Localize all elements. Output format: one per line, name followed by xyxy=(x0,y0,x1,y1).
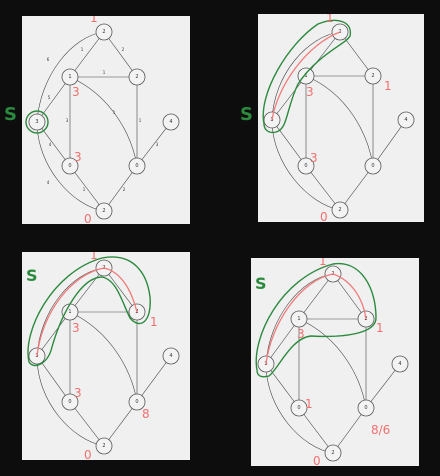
start-highlight xyxy=(25,110,49,134)
graph-nodes: 2 1 2 4 3 0 0 2 xyxy=(28,23,180,220)
svg-text:1: 1 xyxy=(384,79,392,93)
svg-text:4: 4 xyxy=(398,361,401,367)
svg-text:2: 2 xyxy=(102,208,105,214)
svg-text:2: 2 xyxy=(123,187,126,192)
svg-text:1: 1 xyxy=(326,14,334,25)
svg-text:2: 2 xyxy=(122,47,125,52)
svg-text:2: 2 xyxy=(371,73,374,79)
svg-text:4: 4 xyxy=(169,119,172,125)
svg-text:3: 3 xyxy=(297,327,305,341)
svg-text:4: 4 xyxy=(404,117,407,123)
svg-text:1: 1 xyxy=(304,73,307,79)
svg-text:0: 0 xyxy=(135,163,138,169)
distance-label: 3 xyxy=(72,85,80,99)
svg-text:0: 0 xyxy=(84,448,92,460)
svg-text:1: 1 xyxy=(83,187,86,192)
svg-text:1: 1 xyxy=(68,309,71,315)
graph-diagram-1: 1 2 1 5 3 1 4 1 2 3 6 4 1 2 1 2 4 3 0 0 … xyxy=(25,16,180,224)
svg-text:8: 8 xyxy=(142,407,150,421)
svg-text:0: 0 xyxy=(135,399,138,405)
start-label: S xyxy=(26,266,38,285)
svg-text:1: 1 xyxy=(297,316,300,322)
svg-text:4: 4 xyxy=(49,142,52,147)
svg-text:3: 3 xyxy=(72,321,80,335)
shortest-path xyxy=(265,273,367,365)
graph-diagram-3: 2 1 2 4 3 0 0 2 1 1 3 3 8 0 xyxy=(27,252,180,460)
explored-region xyxy=(255,263,377,378)
panel-3: 2 1 2 4 3 0 0 2 1 1 3 3 8 0 xyxy=(22,252,190,460)
svg-text:6: 6 xyxy=(47,57,50,62)
svg-text:1: 1 xyxy=(139,118,142,123)
svg-text:1: 1 xyxy=(113,110,116,115)
svg-text:0: 0 xyxy=(364,405,367,411)
svg-text:1: 1 xyxy=(305,397,313,411)
svg-text:0: 0 xyxy=(304,163,307,169)
svg-text:3: 3 xyxy=(156,142,159,147)
start-label: S xyxy=(255,274,267,293)
svg-text:4: 4 xyxy=(169,353,172,359)
graph-diagram-4: 2 1 2 4 3 0 0 2 1 1 1 3 8/6 0 xyxy=(255,258,409,466)
explored-region xyxy=(27,256,151,367)
svg-text:4: 4 xyxy=(47,180,50,185)
svg-text:0: 0 xyxy=(320,210,328,222)
graph-diagram-2: 2 1 2 4 3 0 0 2 1 1 3 3 0 xyxy=(262,14,415,222)
svg-text:3: 3 xyxy=(74,386,82,400)
svg-text:0: 0 xyxy=(297,405,300,411)
edge-weights: 1 2 1 5 3 1 4 1 2 3 6 4 1 xyxy=(47,47,159,192)
start-label: S xyxy=(4,104,17,125)
svg-text:0: 0 xyxy=(68,163,71,169)
svg-text:3: 3 xyxy=(310,151,318,165)
panel-2: 2 1 2 4 3 0 0 2 1 1 3 3 0 xyxy=(258,14,424,222)
svg-text:1: 1 xyxy=(150,315,158,329)
graph-edges xyxy=(36,31,172,212)
svg-text:8/6: 8/6 xyxy=(371,423,390,437)
start-label: S xyxy=(240,104,253,125)
svg-text:2: 2 xyxy=(102,29,105,35)
svg-text:2: 2 xyxy=(102,443,105,449)
svg-text:1: 1 xyxy=(90,252,98,262)
svg-text:1: 1 xyxy=(319,258,327,268)
svg-text:0: 0 xyxy=(68,399,71,405)
svg-text:3: 3 xyxy=(35,119,38,125)
svg-text:2: 2 xyxy=(331,450,334,456)
panel-4: 2 1 2 4 3 0 0 2 1 1 1 3 8/6 0 xyxy=(251,258,419,466)
svg-text:2: 2 xyxy=(338,207,341,213)
svg-text:0: 0 xyxy=(313,454,321,466)
svg-text:0: 0 xyxy=(371,163,374,169)
svg-text:1: 1 xyxy=(103,70,106,75)
svg-text:1: 1 xyxy=(68,74,71,80)
svg-text:2: 2 xyxy=(135,74,138,80)
explored-region xyxy=(262,19,352,134)
svg-text:3: 3 xyxy=(66,118,69,123)
shortest-path xyxy=(271,31,341,121)
distance-label: 0 xyxy=(84,212,92,224)
distance-label: 3 xyxy=(74,150,82,164)
svg-text:1: 1 xyxy=(81,47,84,52)
svg-text:1: 1 xyxy=(376,321,384,335)
distance-label: 1 xyxy=(90,16,98,25)
panel-1: 1 2 1 5 3 1 4 1 2 3 6 4 1 2 1 2 4 3 0 0 … xyxy=(22,16,190,224)
shortest-path xyxy=(36,267,138,357)
svg-text:3: 3 xyxy=(306,85,314,99)
svg-text:5: 5 xyxy=(48,95,51,100)
